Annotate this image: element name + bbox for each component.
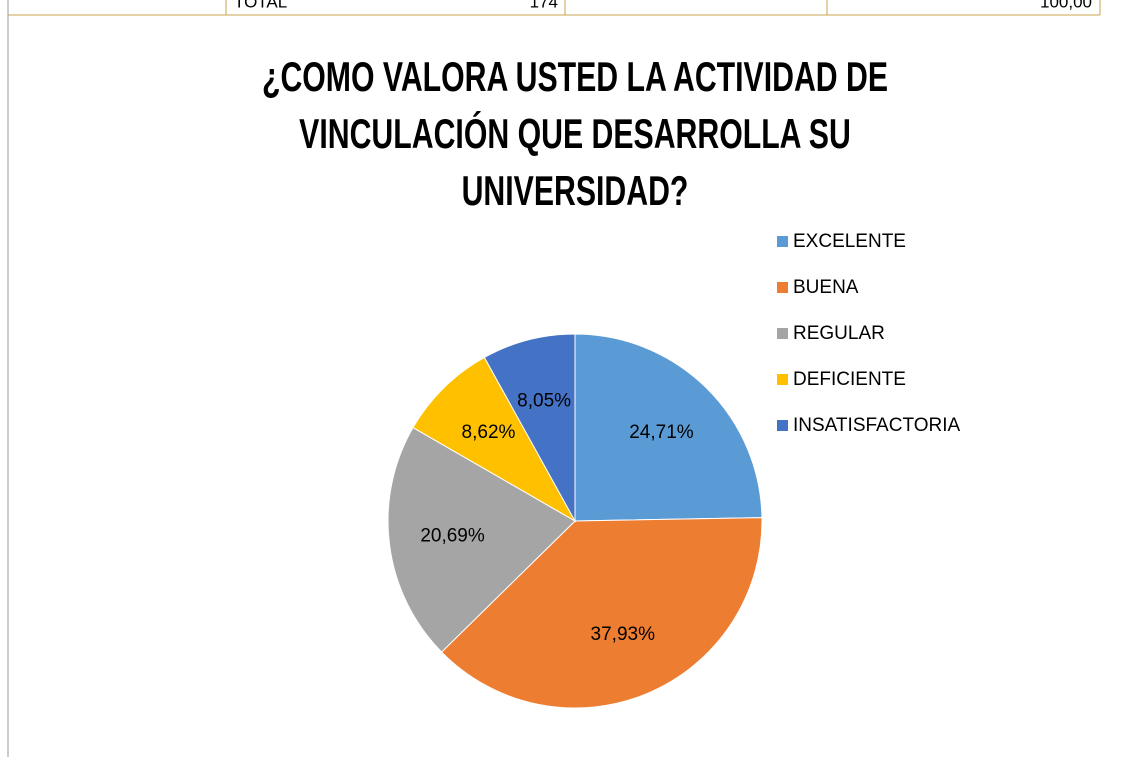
pie-slice (412, 356, 577, 523)
data-label: 20,69% (420, 526, 485, 547)
table-cell: 100,00 (1040, 0, 1092, 11)
table-row (7, 0, 1101, 757)
pie-slice (387, 426, 576, 653)
data-label: 8,05% (517, 391, 571, 412)
legend-swatch (777, 374, 788, 385)
pie-slice (440, 517, 763, 709)
chart-title: ¿COMO VALORA USTED LA ACTIVIDAD DE VINCU… (261, 53, 889, 214)
legend-label: BUENA (793, 277, 859, 298)
data-label: 24,71% (629, 422, 694, 443)
data-label: 8,62% (462, 422, 516, 443)
legend-label: DEFICIENTE (793, 369, 906, 390)
legend-swatch (777, 328, 788, 339)
table-cell: 174 (530, 0, 558, 11)
legend-label: REGULAR (793, 323, 885, 344)
legend-label: EXCELENTE (793, 231, 906, 252)
legend-label: INSATISFACTORIA (793, 415, 960, 436)
pie-slice (574, 333, 763, 522)
legend-swatch (777, 282, 788, 293)
table-cell: TOTAL (234, 0, 287, 11)
legend-swatch (777, 236, 788, 247)
legend-swatch (777, 420, 788, 431)
data-label: 37,93% (591, 624, 656, 645)
pie-slice (483, 333, 576, 523)
